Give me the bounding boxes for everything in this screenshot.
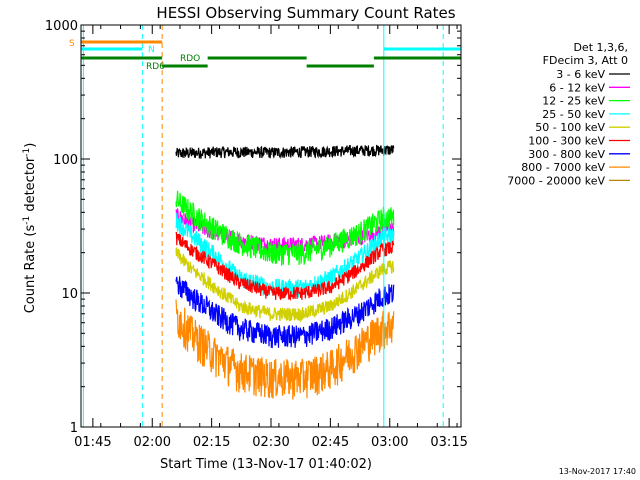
y-tick-label: 1000 <box>45 19 78 34</box>
y-axis-label-sup-2: -1 <box>22 148 32 157</box>
x-axis-label: Start Time (13-Nov-17 01:40:02) <box>160 457 372 472</box>
legend-header-line-2: FDecim 3, Att 0 <box>543 54 628 67</box>
x-tick-label: 02:15 <box>193 435 230 450</box>
legend-label: 25 - 50 keV <box>542 108 605 121</box>
series-line-0 <box>175 144 395 160</box>
y-axis-label-part-2: detector <box>23 156 38 216</box>
x-tick-label: 02:00 <box>134 435 171 450</box>
legend-label: 800 - 7000 keV <box>521 161 605 174</box>
y-tick-label: 10 <box>61 287 78 302</box>
y-axis-label-part-3: ) <box>23 143 38 148</box>
x-tick-label: 02:30 <box>252 435 289 450</box>
y-axis-label: Count Rate (s-1 detector-1) <box>22 143 38 314</box>
x-tick-label: 01:45 <box>74 435 111 450</box>
status-bar-label-rdo: RDO <box>180 54 200 64</box>
series-layer <box>175 144 395 400</box>
legend-label: 50 - 100 keV <box>535 121 605 134</box>
y-axis: 1 10 100 1000 <box>45 19 461 436</box>
status-bars: S N RDO RD6 <box>69 39 461 72</box>
series-line-7 <box>175 299 395 400</box>
status-bar-label-n: N <box>148 45 155 55</box>
series-line-4 <box>175 231 395 302</box>
legend-label: 3 - 6 keV <box>556 68 605 81</box>
series-line-2 <box>175 190 395 266</box>
chart-title: HESSI Observing Summary Count Rates <box>156 4 455 22</box>
y-axis-label-sup-1: -1 <box>22 216 32 225</box>
vertical-lines <box>82 25 444 427</box>
series-line-6 <box>175 276 395 349</box>
legend-header-line-1: Det 1,3,6, <box>573 41 628 54</box>
x-axis: 01:45 02:00 02:15 02:30 02:45 03:00 03:15 <box>74 25 468 450</box>
legend-label: 6 - 12 keV <box>549 81 605 94</box>
x-tick-label: 03:15 <box>430 435 467 450</box>
y-tick-label: 1 <box>70 421 78 436</box>
legend-label: 7000 - 20000 keV <box>507 174 605 187</box>
legend-label: 300 - 800 keV <box>528 148 605 161</box>
legend-label: 100 - 300 keV <box>528 135 605 148</box>
footer-timestamp: 13-Nov-2017 17:40 <box>559 467 636 476</box>
status-bar-label-s: S <box>69 39 75 49</box>
legend-label: 12 - 25 keV <box>542 95 605 108</box>
y-axis-label-part-1: Count Rate (s <box>23 225 38 314</box>
x-tick-label: 02:45 <box>312 435 349 450</box>
x-tick-label: 03:00 <box>371 435 408 450</box>
series-line-5 <box>175 247 395 323</box>
y-tick-label: 100 <box>53 153 78 168</box>
chart-title-text: HESSI Observing Summary Count Rates <box>156 4 455 22</box>
status-bar-label-rd6: RD6 <box>146 62 165 72</box>
